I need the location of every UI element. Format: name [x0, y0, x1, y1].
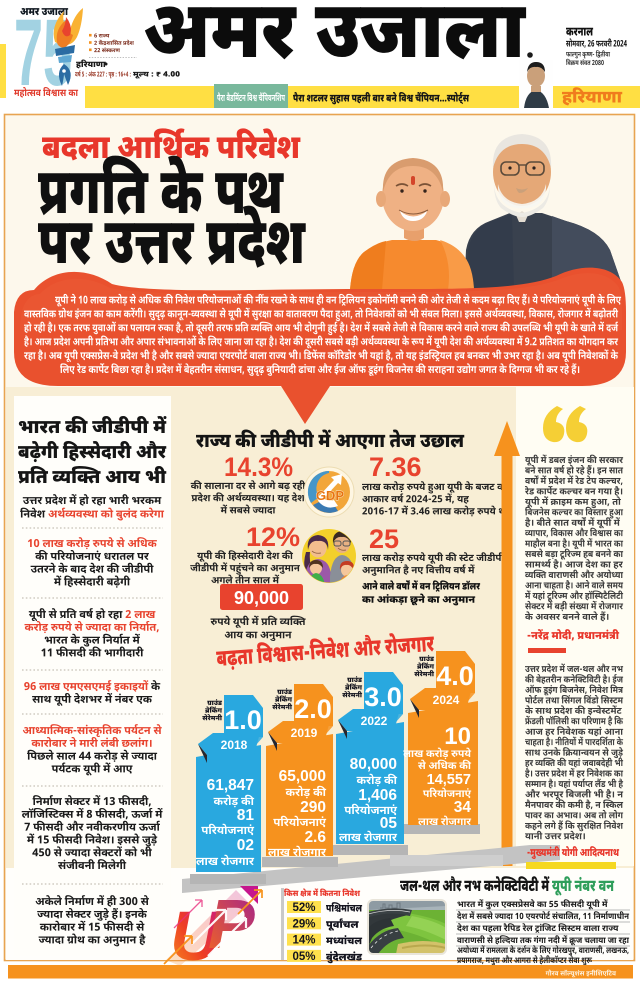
- svg-text:1.0: 1.0: [224, 705, 262, 735]
- svg-text:52%: 52%: [292, 902, 315, 914]
- svg-text:80,000: 80,000: [350, 756, 397, 773]
- svg-text:65,000: 65,000: [279, 768, 326, 785]
- svg-text:90,000: 90,000: [234, 588, 289, 608]
- svg-text:14.3%: 14.3%: [224, 452, 293, 482]
- svg-text:05%: 05%: [292, 951, 315, 963]
- svg-text:12%: 12%: [246, 522, 300, 552]
- svg-text:02: 02: [237, 837, 254, 854]
- svg-text:GDP: GDP: [316, 488, 345, 503]
- svg-text:10: 10: [444, 723, 471, 750]
- svg-text:05: 05: [380, 815, 398, 832]
- svg-text:2.6: 2.6: [304, 829, 326, 846]
- svg-text:81: 81: [237, 807, 255, 824]
- svg-text:2018: 2018: [221, 738, 248, 752]
- svg-text:2019: 2019: [291, 726, 318, 740]
- svg-text:3.0: 3.0: [364, 682, 402, 712]
- svg-text:2.0: 2.0: [294, 694, 332, 724]
- svg-text:2022: 2022: [361, 714, 388, 728]
- svg-text:4.0: 4.0: [436, 661, 474, 691]
- svg-text:1,406: 1,406: [358, 787, 397, 804]
- svg-text:U: U: [170, 897, 222, 975]
- svg-text:2024: 2024: [433, 693, 460, 707]
- svg-text:14%: 14%: [292, 935, 315, 947]
- svg-text:P: P: [208, 885, 255, 963]
- svg-text:61,847: 61,847: [207, 777, 254, 794]
- svg-text:14,557: 14,557: [427, 772, 471, 788]
- svg-text:25: 25: [369, 524, 399, 554]
- svg-text:7.36: 7.36: [369, 452, 422, 482]
- svg-text:290: 290: [300, 799, 326, 816]
- svg-text:34: 34: [454, 799, 472, 816]
- svg-text:29%: 29%: [292, 918, 315, 930]
